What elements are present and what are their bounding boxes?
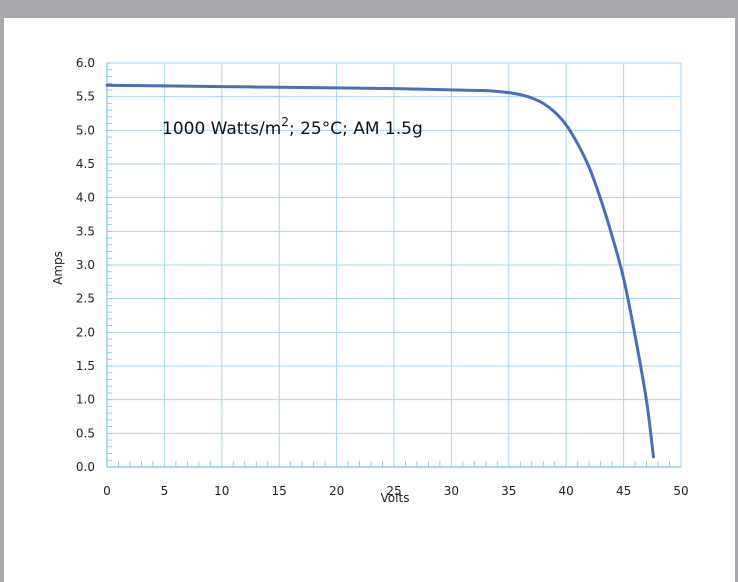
x-tick-label: 15 [272,484,287,498]
x-tick-label: 25 [386,484,401,498]
right-border-bar [735,18,738,582]
grid-lines [107,62,682,467]
y-tick-label: 0.5 [76,426,95,440]
y-tick-label: 6.0 [76,56,95,70]
y-tick-label: 1.0 [76,393,95,407]
x-tick-label: 0 [103,484,111,498]
y-tick-label: 2.5 [76,292,95,306]
left-border-bar [0,18,4,582]
series-group [105,83,655,459]
y-tick-label: 4.5 [76,157,95,171]
annotation-superscript: 2 [281,115,289,129]
tick-labels: 0 5 10 15 20 25 30 35 40 45 50 0.0 0.5 1.0 1.5 2.0 2.5 3.… [76,56,689,498]
annotation-suffix: ; 25°C; AM 1.5g [289,119,423,139]
y-axis-title: Amps [51,251,65,285]
x-tick-label: 45 [616,484,631,498]
x-tick-label: 30 [444,484,459,498]
series-line [105,83,655,459]
x-tick-label: 35 [501,484,516,498]
y-tick-label: 2.0 [76,325,95,339]
y-tick-label: 4.0 [76,191,95,205]
x-axis-title: Volts [381,491,410,505]
y-tick-label: 5.5 [76,90,95,104]
y-tick-label: 1.5 [76,359,95,373]
x-tick-label: 50 [673,484,688,498]
annotation-prefix: 1000 Watts/m [162,119,281,139]
chart-annotation: 1000 Watts/m2; 25°C; AM 1.5g [162,115,423,139]
top-border-bar [0,0,738,18]
axes [106,62,681,468]
y-tick-label: 3.0 [76,258,95,272]
y-tick-label: 0.0 [76,460,95,474]
x-tick-label: 5 [161,484,169,498]
y-tick-label: 3.5 [76,224,95,238]
x-tick-label: 10 [214,484,229,498]
x-tick-label: 20 [329,484,344,498]
x-tick-label: 40 [559,484,574,498]
y-tick-label: 5.0 [76,123,95,137]
